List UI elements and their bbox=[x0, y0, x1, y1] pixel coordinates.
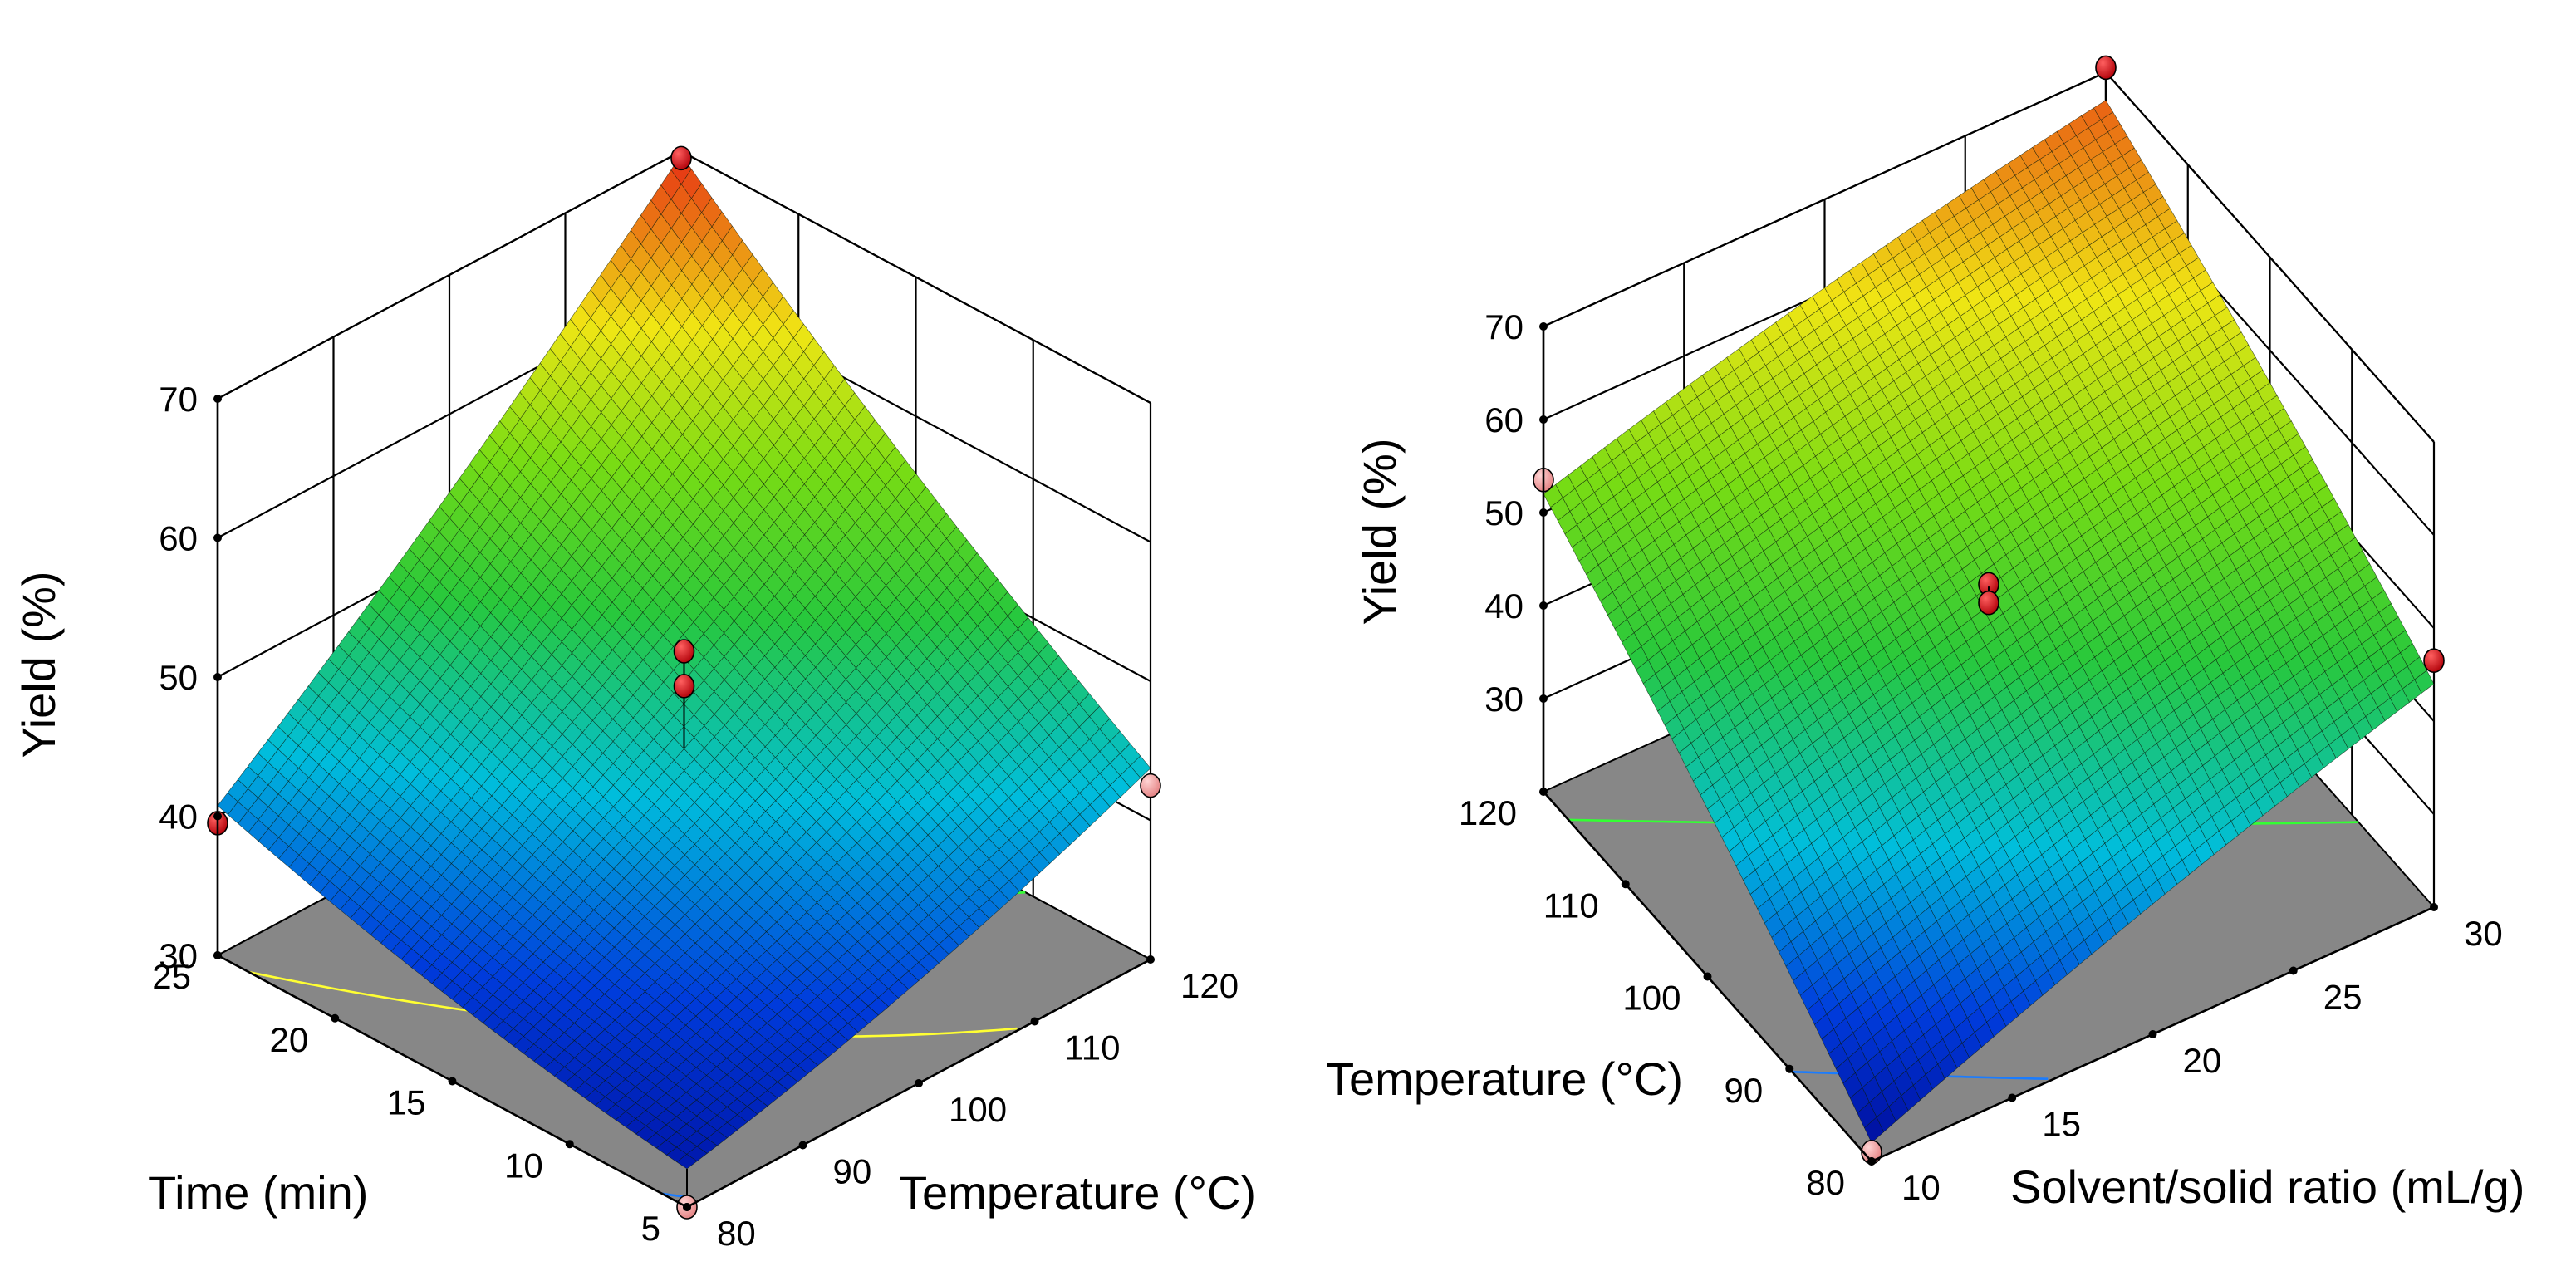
x-tick-label: 20 bbox=[2183, 1041, 2222, 1080]
z-tick-label: 60 bbox=[1484, 400, 1524, 439]
y-axis-title: Temperature (°C) bbox=[1326, 1053, 1683, 1105]
z-tick-mark bbox=[213, 673, 222, 681]
z-tick-label: 70 bbox=[1484, 307, 1524, 346]
design-point-marker bbox=[1140, 773, 1161, 798]
response-surface bbox=[217, 154, 1151, 1170]
y-tick-mark bbox=[1867, 1157, 1876, 1166]
x-tick-label: 90 bbox=[833, 1152, 872, 1191]
y-tick-label: 90 bbox=[1725, 1071, 1764, 1110]
y-tick-label: 10 bbox=[504, 1146, 543, 1185]
y-tick-labels: 5 10 15 20 25 bbox=[152, 957, 660, 1248]
z-tick-label: 40 bbox=[159, 798, 198, 837]
y-tick-labels: 80 90 100 110 120 bbox=[1459, 793, 1845, 1202]
y-tick-mark bbox=[683, 1203, 691, 1211]
y-tick-mark bbox=[331, 1013, 340, 1023]
y-tick-mark bbox=[1785, 1064, 1794, 1073]
response-surface bbox=[1543, 100, 2435, 1144]
z-tick-label: 50 bbox=[159, 658, 198, 697]
z-tick-mark bbox=[213, 533, 222, 542]
x-tick-label: 120 bbox=[1180, 966, 1239, 1005]
z-axis-title: Yield (%) bbox=[12, 571, 65, 758]
z-tick-label: 70 bbox=[159, 380, 198, 419]
z-tick-mark bbox=[1539, 601, 1548, 610]
x-tick-mark bbox=[915, 1079, 923, 1087]
y-tick-mark bbox=[565, 1140, 574, 1149]
y-tick-label: 20 bbox=[270, 1020, 309, 1059]
z-tick-label: 40 bbox=[1484, 586, 1524, 626]
design-point-marker bbox=[1978, 590, 1999, 616]
y-tick-mark bbox=[1539, 788, 1548, 796]
y-tick-label: 110 bbox=[1543, 886, 1599, 925]
x-tick-label: 30 bbox=[2464, 914, 2503, 953]
y-tick-mark bbox=[1703, 972, 1712, 981]
y-tick-mark bbox=[1621, 880, 1630, 889]
y-tick-label: 25 bbox=[152, 957, 191, 996]
z-tick-label: 30 bbox=[1484, 680, 1524, 719]
z-tick-mark bbox=[1539, 415, 1548, 424]
y-tick-label: 120 bbox=[1459, 793, 1517, 832]
z-tick-mark bbox=[1539, 694, 1548, 703]
z-tick-label: 50 bbox=[1484, 493, 1524, 532]
design-point-marker bbox=[673, 674, 695, 699]
x-tick-label: 110 bbox=[1065, 1028, 1121, 1067]
x-tick-mark bbox=[1030, 1017, 1039, 1026]
z-tick-mark bbox=[1539, 322, 1548, 331]
x-tick-label: 100 bbox=[949, 1090, 1007, 1129]
design-point-marker bbox=[2423, 648, 2445, 674]
x-tick-mark bbox=[1146, 955, 1155, 964]
z-tick-mark bbox=[1539, 508, 1548, 517]
design-point-marker bbox=[673, 639, 695, 664]
design-point-marker bbox=[2095, 55, 2117, 81]
y-tick-label: 5 bbox=[641, 1209, 660, 1248]
axes bbox=[1539, 322, 2438, 1166]
x-tick-label: 80 bbox=[717, 1214, 756, 1253]
y-tick-label: 15 bbox=[387, 1083, 426, 1122]
x-tick-labels: 80 90 100 110 120 bbox=[717, 966, 1239, 1253]
y-tick-label: 80 bbox=[1806, 1163, 1845, 1202]
y-tick-mark bbox=[448, 1077, 457, 1086]
y-tick-label: 100 bbox=[1622, 979, 1681, 1018]
surface-plot-ratio-temperature: 30 40 50 60 70 80 90 100 110 120 10 15 2… bbox=[1326, 55, 2524, 1213]
x-tick-label: 15 bbox=[2042, 1105, 2081, 1144]
z-tick-labels: 30 40 50 60 70 bbox=[1484, 307, 1524, 719]
z-tick-mark bbox=[213, 951, 222, 959]
z-tick-label: 60 bbox=[159, 519, 198, 558]
x-tick-mark bbox=[2148, 1030, 2157, 1038]
y-axis-title: Time (min) bbox=[148, 1166, 368, 1219]
x-axis-title: Temperature (°C) bbox=[899, 1166, 1256, 1219]
design-point-marker bbox=[670, 145, 692, 171]
z-tick-mark bbox=[213, 395, 222, 403]
x-tick-mark bbox=[2289, 966, 2298, 975]
axes bbox=[213, 395, 1155, 1211]
z-tick-mark bbox=[213, 812, 222, 821]
z-tick-labels: 30 40 50 60 70 bbox=[159, 380, 198, 975]
x-tick-mark bbox=[2008, 1093, 2017, 1102]
x-tick-labels: 10 15 20 25 30 bbox=[1901, 914, 2503, 1207]
x-tick-mark bbox=[2430, 903, 2438, 911]
x-tick-label: 25 bbox=[2323, 978, 2363, 1017]
surface-plot-temperature-time: 30 40 50 60 70 5 10 15 20 25 80 90 100 1… bbox=[12, 145, 1256, 1253]
z-tick-label: 30 bbox=[159, 936, 198, 975]
z-axis-title: Yield (%) bbox=[1353, 438, 1406, 625]
x-axis-title: Solvent/solid ratio (mL/g) bbox=[2010, 1161, 2524, 1213]
x-tick-mark bbox=[798, 1141, 807, 1150]
x-tick-label: 10 bbox=[1901, 1168, 1941, 1207]
